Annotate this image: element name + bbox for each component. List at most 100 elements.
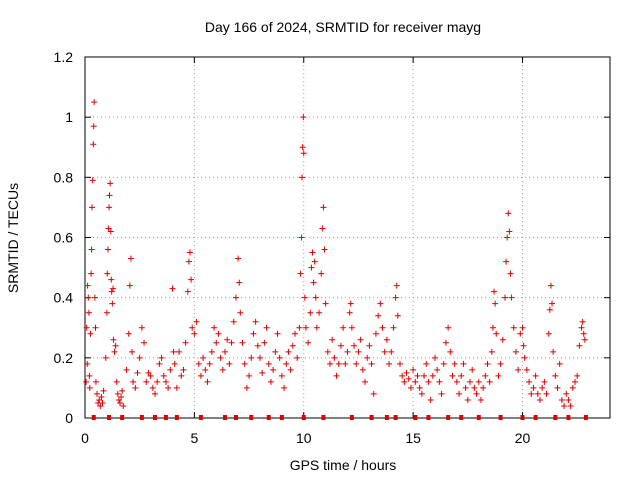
data-point xyxy=(112,342,119,349)
data-point xyxy=(469,366,476,373)
data-point xyxy=(347,300,354,307)
data-point xyxy=(362,378,368,385)
data-point xyxy=(543,390,550,397)
data-point xyxy=(108,288,115,295)
data-point xyxy=(85,309,92,316)
data-point xyxy=(383,336,390,343)
data-point xyxy=(340,324,347,331)
data-point xyxy=(123,366,130,373)
data-point xyxy=(202,366,209,373)
data-point xyxy=(119,387,126,394)
data-point xyxy=(126,282,133,289)
data-point xyxy=(98,393,105,400)
data-point xyxy=(488,348,495,355)
data-point xyxy=(401,378,408,385)
data-point xyxy=(90,123,97,130)
data-point xyxy=(265,360,272,367)
data-point xyxy=(165,384,172,391)
data-point xyxy=(89,204,95,211)
plot-frame xyxy=(84,56,611,419)
data-point xyxy=(170,348,177,355)
data-point xyxy=(193,318,200,325)
data-point xyxy=(508,294,515,301)
data-point xyxy=(215,330,222,337)
data-point xyxy=(423,360,430,367)
data-point xyxy=(523,366,530,373)
x-tick-label: 20 xyxy=(515,430,531,446)
data-point xyxy=(302,324,309,331)
data-point xyxy=(120,402,127,409)
data-point xyxy=(241,360,248,367)
tick-labels: 0 0.2 0.4 0.6 0.8 1 1.2 0 5 10 15 20 xyxy=(54,49,531,446)
data-point xyxy=(519,324,526,331)
data-point xyxy=(561,402,568,409)
data-point xyxy=(141,339,148,346)
data-point xyxy=(300,114,307,121)
data-point xyxy=(169,285,176,292)
data-point xyxy=(545,330,552,337)
data-point xyxy=(103,309,110,316)
data-point xyxy=(114,390,121,397)
data-point xyxy=(272,348,279,355)
data-point xyxy=(107,180,114,187)
data-point xyxy=(458,372,465,379)
zero-level-point xyxy=(223,415,227,420)
data-point xyxy=(580,330,587,337)
data-point xyxy=(292,330,298,337)
data-point xyxy=(289,342,296,349)
data-point xyxy=(263,324,270,331)
data-point xyxy=(505,210,512,217)
data-point xyxy=(246,372,253,379)
data-point xyxy=(482,372,489,379)
data-point xyxy=(495,372,502,379)
data-point xyxy=(425,378,432,385)
data-point xyxy=(281,384,288,391)
data-point xyxy=(534,390,541,397)
data-point xyxy=(267,378,274,385)
data-point xyxy=(195,360,202,367)
data-point xyxy=(310,279,317,286)
data-point xyxy=(532,372,539,379)
data-point xyxy=(287,366,294,373)
data-point xyxy=(125,330,132,337)
data-point xyxy=(372,330,379,337)
data-point xyxy=(351,342,358,349)
zero-level-point xyxy=(533,415,538,420)
data-point xyxy=(379,324,386,331)
data-point xyxy=(504,234,511,241)
data-point xyxy=(136,354,143,361)
data-point xyxy=(445,324,452,331)
data-point xyxy=(259,369,266,376)
data-point xyxy=(390,324,397,331)
data-point xyxy=(105,225,112,232)
data-point xyxy=(528,390,535,397)
data-point xyxy=(486,378,493,385)
data-point xyxy=(375,312,382,319)
data-point xyxy=(90,141,97,148)
data-point xyxy=(421,372,428,379)
data-point xyxy=(84,282,91,289)
data-point xyxy=(427,396,434,403)
data-point xyxy=(318,270,325,277)
data-point xyxy=(355,348,362,355)
data-point xyxy=(579,318,586,325)
data-point xyxy=(106,192,113,199)
data-point xyxy=(118,393,125,400)
data-point xyxy=(467,378,473,385)
data-point xyxy=(574,372,581,379)
zero-level-point xyxy=(321,415,326,420)
data-point xyxy=(393,282,400,289)
data-point xyxy=(381,348,388,355)
data-point xyxy=(313,324,320,331)
data-point xyxy=(460,360,467,367)
data-point xyxy=(97,402,104,409)
data-point xyxy=(110,336,117,343)
data-point xyxy=(106,204,113,211)
data-point xyxy=(83,378,90,385)
data-point xyxy=(414,372,421,379)
data-point xyxy=(285,348,292,355)
data-point xyxy=(107,228,114,235)
data-point xyxy=(416,384,423,391)
data-point xyxy=(232,294,239,301)
data-point xyxy=(547,282,554,289)
